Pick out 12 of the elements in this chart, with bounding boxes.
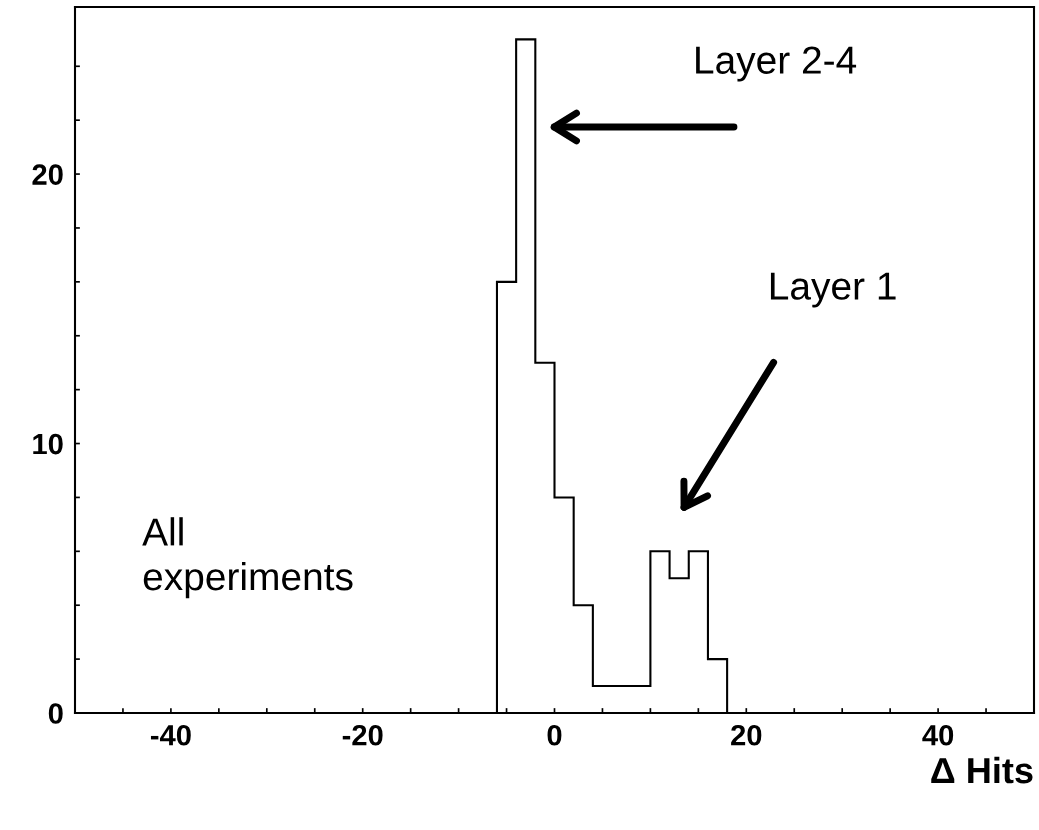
y-tick-label: 20 bbox=[32, 164, 63, 185]
x-tick-label: 0 bbox=[547, 724, 562, 746]
y-tick-label: 0 bbox=[48, 703, 63, 724]
x-tick-label: -20 bbox=[342, 724, 383, 746]
x-tick-label: 20 bbox=[731, 724, 762, 746]
annotation: All experiments bbox=[142, 517, 353, 599]
x-tick-label: 40 bbox=[922, 724, 954, 746]
annotation: Layer 2-4 bbox=[696, 46, 857, 82]
x-tick-label: -40 bbox=[150, 724, 191, 746]
y-tick-label: 10 bbox=[33, 433, 63, 455]
annotation: Layer 1 bbox=[770, 272, 896, 308]
x-axis-title: Δ Hits bbox=[931, 756, 1033, 784]
